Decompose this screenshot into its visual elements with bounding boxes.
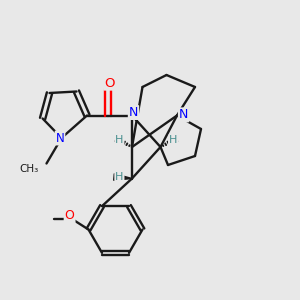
Text: H: H	[169, 135, 177, 146]
Text: O: O	[104, 76, 115, 90]
Text: N: N	[129, 106, 138, 119]
Text: N: N	[179, 108, 188, 122]
Text: H: H	[115, 135, 124, 146]
Text: O: O	[65, 209, 74, 223]
Text: CH₃: CH₃	[20, 164, 39, 174]
Text: H: H	[115, 172, 124, 182]
Polygon shape	[114, 174, 132, 180]
Text: N: N	[56, 131, 64, 145]
